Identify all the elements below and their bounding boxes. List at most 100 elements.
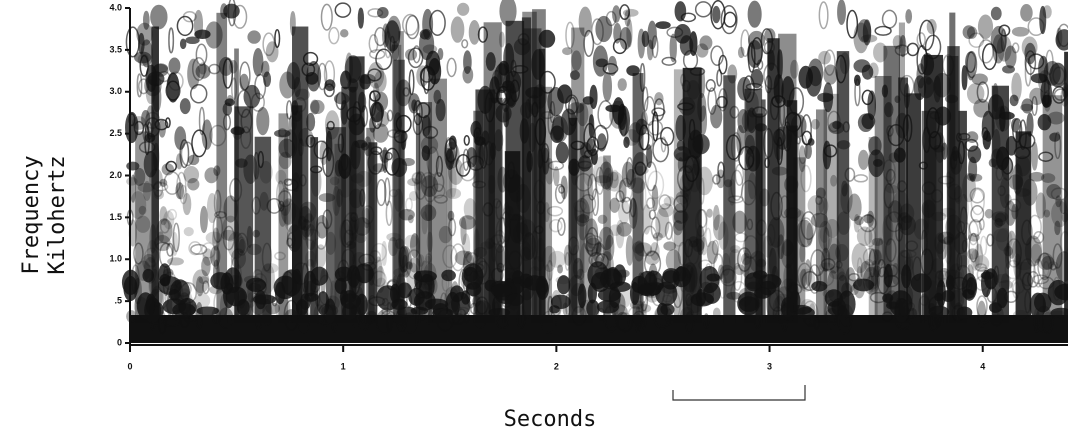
blob [624, 10, 631, 27]
blob [747, 30, 766, 50]
blob [230, 126, 245, 136]
blob [720, 268, 737, 287]
blob [1033, 258, 1044, 288]
blob [677, 102, 694, 111]
blob [176, 171, 187, 200]
blob [798, 145, 806, 173]
blob [157, 231, 164, 243]
blob [495, 244, 506, 273]
blob [846, 9, 859, 39]
blob [557, 264, 563, 274]
blob [482, 202, 494, 217]
blob [732, 210, 747, 234]
blob [974, 263, 987, 272]
y-tick-label: 1.5 [109, 212, 122, 222]
blob [856, 226, 873, 247]
low-blob [737, 291, 760, 316]
blob [374, 70, 387, 93]
blob [298, 138, 304, 157]
blob [664, 221, 673, 240]
blob [445, 188, 462, 200]
low-blob [236, 299, 250, 316]
blob [848, 272, 860, 282]
blob [712, 174, 721, 185]
blob [340, 29, 349, 38]
blob [265, 302, 281, 315]
blob [283, 178, 293, 187]
blob [672, 220, 683, 236]
low-blob [883, 263, 893, 288]
blob [509, 213, 525, 244]
blob [130, 174, 136, 203]
blob [340, 219, 353, 248]
x-tick-label: 2 [554, 361, 559, 371]
blob [978, 39, 995, 64]
blob [343, 212, 360, 236]
blob [1052, 243, 1063, 269]
blob [487, 174, 496, 194]
blob [884, 102, 894, 118]
blob [958, 132, 971, 141]
blob [381, 240, 387, 266]
blob [651, 184, 659, 212]
blob [673, 146, 692, 162]
blob [437, 47, 444, 61]
blob [591, 188, 599, 217]
blob [819, 226, 829, 243]
streak [278, 113, 289, 324]
blob [568, 158, 580, 176]
blob [491, 242, 497, 262]
blob [515, 183, 531, 214]
blob [767, 217, 785, 248]
blob [343, 229, 355, 246]
blob [150, 4, 168, 30]
blob [832, 120, 842, 130]
blob [138, 205, 147, 215]
blob [967, 145, 982, 164]
blob [201, 119, 213, 150]
blob [375, 48, 393, 71]
streak [216, 12, 228, 324]
blob [355, 170, 372, 187]
blob [699, 177, 705, 205]
blob [706, 208, 713, 218]
blob [325, 130, 333, 162]
blob [977, 300, 987, 329]
streak [958, 110, 967, 323]
blob [534, 117, 547, 146]
blob [870, 260, 879, 286]
blob [811, 118, 820, 130]
blob [922, 201, 930, 230]
blob [572, 257, 584, 279]
blob [863, 213, 874, 224]
blob [555, 141, 569, 164]
blob [433, 194, 448, 204]
blob [168, 57, 181, 75]
blob [492, 198, 501, 209]
streak [815, 109, 828, 324]
blob [835, 244, 849, 262]
blob [734, 232, 748, 243]
low-blob [661, 270, 680, 290]
low-blob [811, 281, 828, 292]
blob [590, 18, 604, 46]
blob [301, 218, 312, 238]
blob [149, 168, 163, 190]
y-tick-label: .5 [114, 296, 122, 306]
blob [256, 106, 270, 136]
blob [262, 32, 276, 57]
blob [1011, 26, 1030, 37]
blob [1033, 231, 1045, 244]
blob [996, 227, 1013, 252]
low-blob [889, 290, 913, 317]
blob [894, 95, 901, 104]
blob [155, 241, 170, 252]
blob [277, 190, 292, 208]
blob [881, 9, 898, 29]
blob [407, 47, 424, 69]
blob [142, 10, 150, 30]
blob [412, 45, 421, 64]
blob [823, 49, 836, 76]
blob [325, 231, 337, 255]
blob [898, 215, 916, 236]
